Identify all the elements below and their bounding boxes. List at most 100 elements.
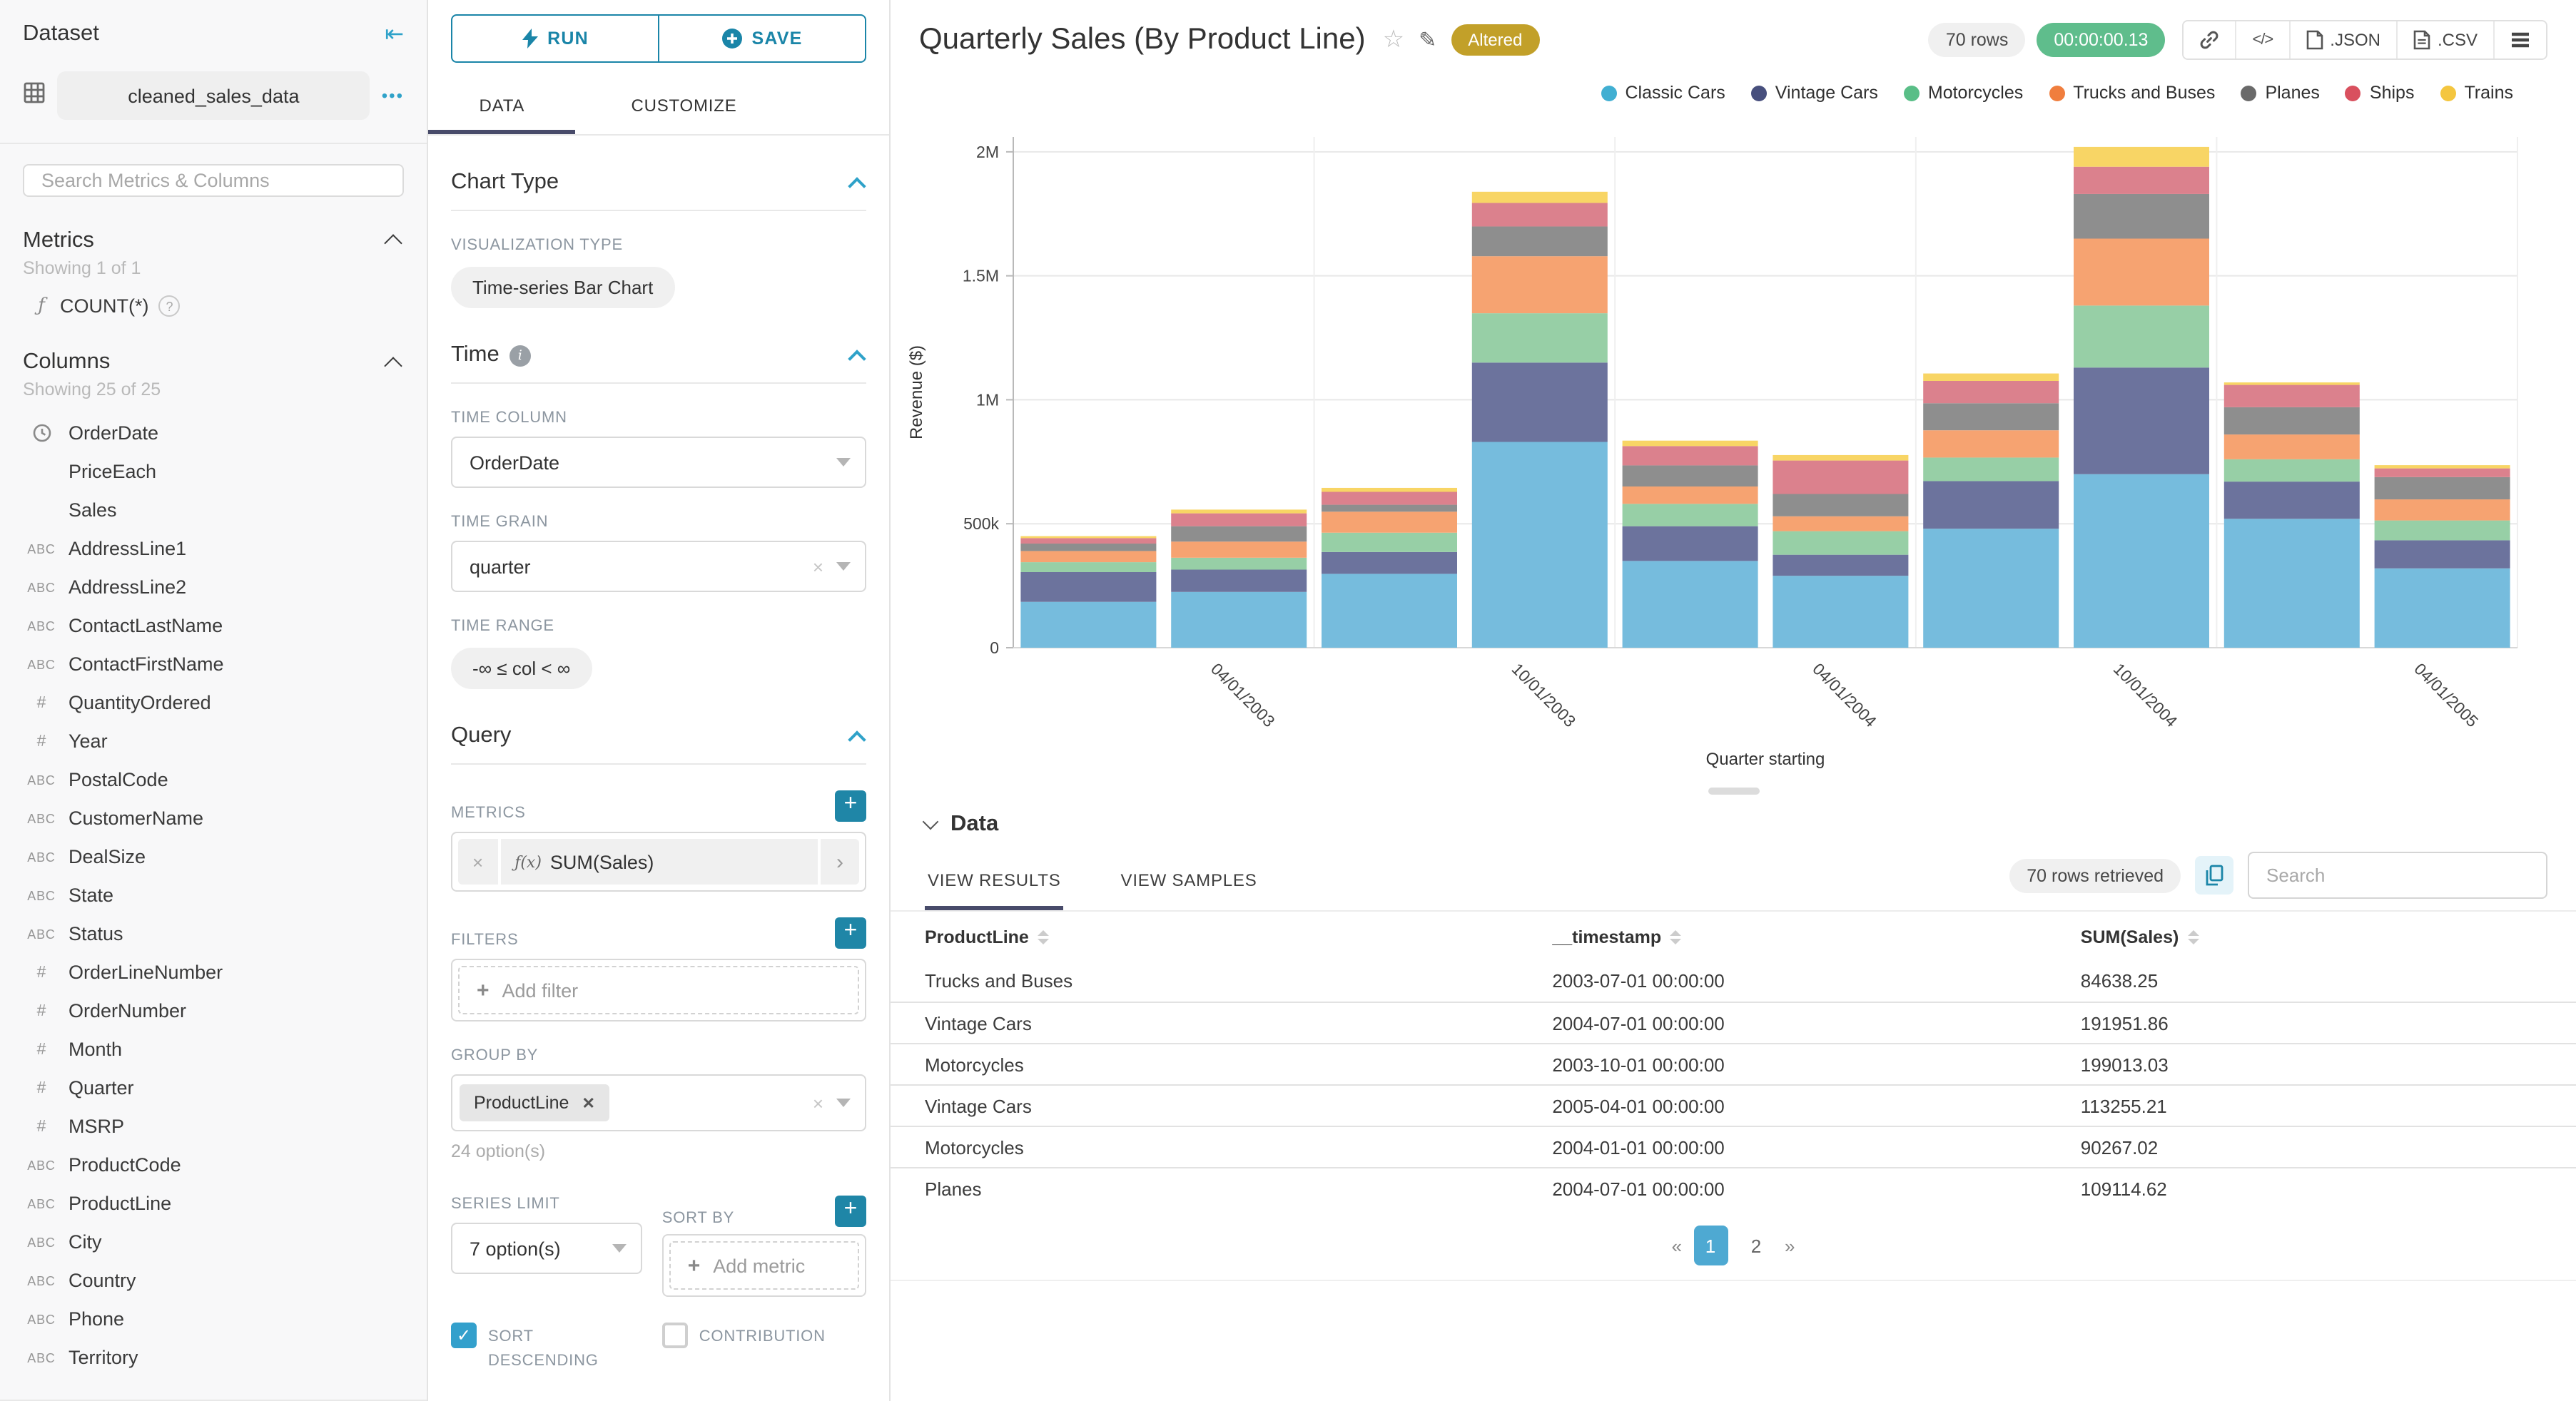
column-item[interactable]: ABC CustomerName bbox=[23, 799, 404, 837]
column-item[interactable]: OrderDate bbox=[23, 414, 404, 452]
export-csv-button[interactable]: .CSV bbox=[2397, 21, 2495, 58]
pagination-page-2[interactable]: 2 bbox=[1750, 1235, 1762, 1256]
visualization-type-value[interactable]: Time-series Bar Chart bbox=[451, 267, 675, 308]
remove-chip-icon[interactable]: ✕ bbox=[582, 1095, 595, 1112]
column-item[interactable]: # Quarter bbox=[23, 1069, 404, 1107]
legend-item[interactable]: Vintage Cars bbox=[1750, 83, 1878, 103]
column-item[interactable]: ABC City bbox=[23, 1223, 404, 1261]
legend-item[interactable]: Motorcycles bbox=[1903, 83, 2023, 103]
table-row[interactable]: Motorcycles 2004-01-01 00:00:00 90267.02 bbox=[891, 1126, 2576, 1167]
tab-view-results[interactable]: VIEW RESULTS bbox=[925, 852, 1064, 910]
tab-data[interactable]: DATA bbox=[428, 83, 576, 134]
chart-menu-button[interactable] bbox=[2495, 21, 2546, 58]
legend-item[interactable]: Ships bbox=[2345, 83, 2414, 103]
table-column-header[interactable]: SUM(Sales) bbox=[2081, 927, 2576, 947]
checkbox-unchecked-icon[interactable] bbox=[661, 1323, 688, 1348]
add-filter-dropzone[interactable]: + Add filter bbox=[458, 966, 859, 1014]
favorite-star-icon[interactable]: ☆ bbox=[1382, 26, 1405, 53]
time-grain-select[interactable]: quarter × bbox=[451, 541, 866, 592]
add-filter-button[interactable]: + bbox=[835, 917, 866, 949]
time-column-select[interactable]: OrderDate bbox=[451, 437, 866, 488]
column-item[interactable]: # QuantityOrdered bbox=[23, 683, 404, 722]
column-item[interactable]: ABC Country bbox=[23, 1261, 404, 1300]
table-row[interactable]: Vintage Cars 2004-07-01 00:00:00 191951.86 bbox=[891, 1002, 2576, 1043]
sort-icon[interactable] bbox=[1670, 930, 1682, 944]
search-metrics-columns-input[interactable] bbox=[23, 164, 404, 197]
remove-metric-icon[interactable]: × bbox=[458, 839, 501, 885]
panel-resize-handle[interactable] bbox=[1708, 788, 1759, 795]
legend-item[interactable]: Planes bbox=[2241, 83, 2320, 103]
column-item[interactable]: # Month bbox=[23, 1030, 404, 1069]
sort-icon[interactable] bbox=[2187, 930, 2199, 944]
tab-view-samples[interactable]: VIEW SAMPLES bbox=[1120, 870, 1257, 890]
sort-icon[interactable] bbox=[1037, 930, 1049, 944]
pagination-page-1[interactable]: 1 bbox=[1693, 1226, 1728, 1265]
column-item[interactable]: ABC Phone bbox=[23, 1300, 404, 1338]
column-item[interactable]: ABC ContactFirstName bbox=[23, 645, 404, 683]
table-search-input[interactable] bbox=[2248, 852, 2547, 899]
column-item[interactable]: ABC ProductLine bbox=[23, 1184, 404, 1223]
add-metric-button[interactable]: + bbox=[835, 790, 866, 822]
column-item[interactable]: # OrderNumber bbox=[23, 992, 404, 1030]
time-range-value[interactable]: -∞ ≤ col < ∞ bbox=[451, 648, 592, 689]
group-by-select[interactable]: ProductLine ✕ × bbox=[451, 1074, 866, 1131]
table-row[interactable]: Motorcycles 2003-10-01 00:00:00 199013.03 bbox=[891, 1043, 2576, 1084]
column-item[interactable]: # MSRP bbox=[23, 1107, 404, 1146]
save-button[interactable]: SAVE bbox=[658, 14, 866, 63]
column-item[interactable]: # Year bbox=[23, 722, 404, 760]
copy-data-button[interactable] bbox=[2195, 856, 2233, 895]
column-item[interactable]: ABC State bbox=[23, 876, 404, 915]
column-item[interactable]: ABC DealSize bbox=[23, 837, 404, 876]
column-item[interactable]: ABC AddressLine1 bbox=[23, 529, 404, 568]
column-item[interactable]: ABC AddressLine2 bbox=[23, 568, 404, 606]
add-sort-metric-dropzone[interactable]: + Add metric bbox=[669, 1241, 859, 1290]
sort-descending-checkbox[interactable]: ✓ SORT DESCENDING bbox=[451, 1323, 642, 1372]
chart-type-collapse-icon[interactable] bbox=[848, 177, 866, 195]
time-collapse-icon[interactable] bbox=[848, 350, 866, 368]
legend-item[interactable]: Trucks and Buses bbox=[2049, 83, 2215, 103]
column-item[interactable]: ABC ContactLastName bbox=[23, 606, 404, 645]
checkbox-checked-icon[interactable]: ✓ bbox=[451, 1323, 477, 1348]
copy-link-button[interactable] bbox=[2184, 21, 2237, 58]
contribution-checkbox[interactable]: CONTRIBUTION bbox=[661, 1323, 866, 1372]
column-item[interactable]: Sales bbox=[23, 491, 404, 529]
stacked-bar-chart[interactable]: 0 500k 1M 1.5M 2M 04/01/2003 10/01/2003 04/01/2… bbox=[902, 117, 2557, 785]
columns-collapse-icon[interactable] bbox=[384, 356, 402, 375]
query-collapse-icon[interactable] bbox=[848, 730, 866, 749]
column-item[interactable]: ABC Territory bbox=[23, 1338, 404, 1377]
column-item[interactable]: PriceEach bbox=[23, 452, 404, 491]
table-row[interactable]: Trucks and Buses 2003-07-01 00:00:00 84638… bbox=[891, 960, 2576, 1002]
pagination-prev[interactable]: « bbox=[1671, 1235, 1682, 1256]
table-row[interactable]: Planes 2004-07-01 00:00:00 109114.62 bbox=[891, 1167, 2576, 1208]
tab-customize[interactable]: CUSTOMIZE bbox=[631, 96, 737, 116]
metric-item[interactable]: ƒ COUNT(*) ? bbox=[23, 295, 404, 318]
table-row[interactable]: Vintage Cars 2005-04-01 00:00:00 113255.21 bbox=[891, 1084, 2576, 1126]
run-button[interactable]: RUN bbox=[451, 14, 658, 63]
view-query-button[interactable]: </> bbox=[2236, 21, 2291, 58]
clear-icon[interactable]: × bbox=[812, 1092, 823, 1114]
pagination-next[interactable]: » bbox=[1785, 1235, 1795, 1256]
add-sort-metric-button[interactable]: + bbox=[835, 1196, 866, 1227]
table-column-header[interactable]: __timestamp bbox=[1552, 927, 2080, 947]
legend-item[interactable]: Trains bbox=[2440, 83, 2513, 103]
help-icon[interactable]: ? bbox=[158, 295, 181, 317]
legend-item[interactable]: Classic Cars bbox=[1601, 83, 1725, 103]
svg-text:10/01/2003: 10/01/2003 bbox=[1508, 659, 1580, 730]
chevron-right-icon[interactable]: › bbox=[818, 839, 859, 885]
dataset-more-menu[interactable]: ••• bbox=[381, 86, 404, 106]
edit-title-icon[interactable]: ✎ bbox=[1419, 29, 1437, 53]
column-item[interactable]: ABC PostalCode bbox=[23, 760, 404, 799]
column-item[interactable]: ABC Status bbox=[23, 915, 404, 953]
series-limit-select[interactable]: 7 option(s) bbox=[451, 1223, 642, 1274]
dataset-name[interactable]: cleaned_sales_data bbox=[57, 71, 370, 120]
clear-icon[interactable]: × bbox=[812, 556, 823, 577]
metrics-collapse-icon[interactable] bbox=[384, 235, 402, 253]
column-item[interactable]: # OrderLineNumber bbox=[23, 953, 404, 992]
metric-chip[interactable]: × ƒ(x) SUM(Sales) › bbox=[458, 839, 859, 885]
column-item[interactable]: ABC ProductCode bbox=[23, 1146, 404, 1184]
export-json-button[interactable]: .JSON bbox=[2290, 21, 2398, 58]
group-by-chip[interactable]: ProductLine ✕ bbox=[460, 1084, 609, 1121]
data-collapse-icon[interactable] bbox=[922, 813, 939, 830]
table-column-header[interactable]: ProductLine bbox=[925, 927, 1552, 947]
collapse-sidebar-icon[interactable]: ⇤ bbox=[385, 23, 404, 47]
